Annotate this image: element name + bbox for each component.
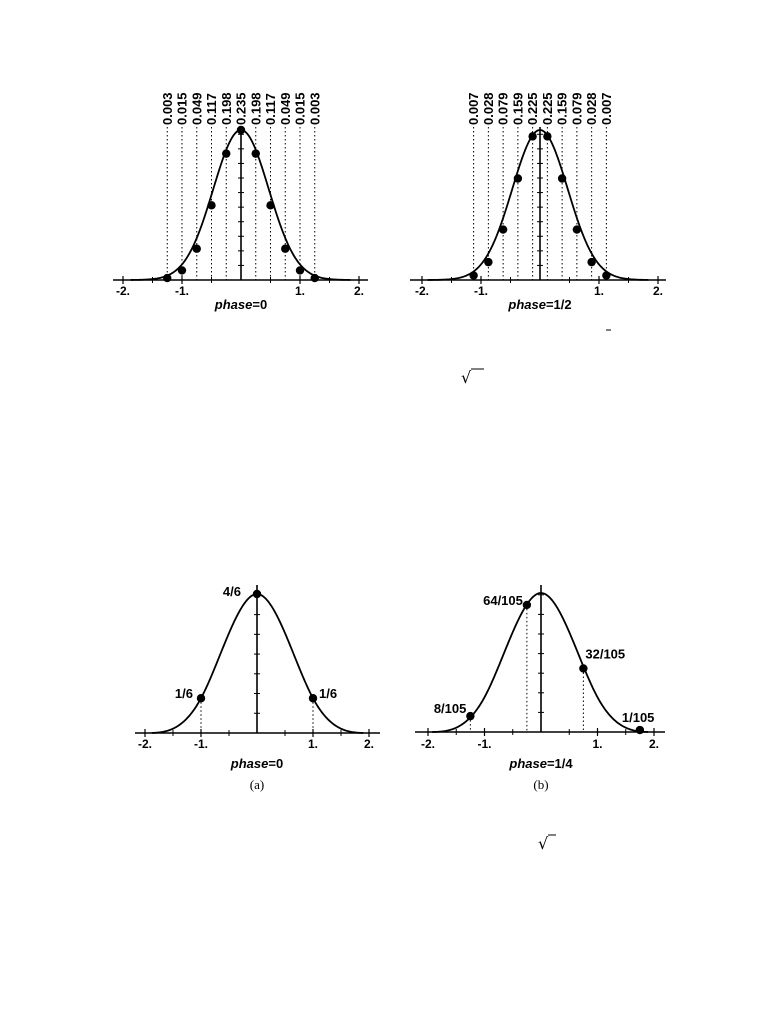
x-tick-label: 1.	[295, 284, 305, 298]
panel-bottom-right: -2. -1. 1. 2. 8/105 64/105 32/105 1/105 phase=1/…	[415, 585, 665, 792]
data-point	[207, 201, 216, 210]
phase-caption: phase=0	[214, 297, 267, 312]
value-label: 0.235	[234, 92, 249, 125]
data-point	[310, 273, 319, 283]
value-label: 0.049	[278, 92, 293, 125]
value-label: 0.049	[189, 92, 204, 125]
data-point	[484, 257, 493, 267]
value-label: 8/105	[434, 701, 467, 716]
data-point	[587, 257, 596, 267]
curve-line	[427, 129, 649, 281]
data-point	[177, 266, 187, 275]
data-point	[196, 694, 206, 703]
x-tick-label: -2.	[116, 284, 130, 298]
sqrt-glyph: √	[461, 368, 472, 387]
data-point	[528, 132, 537, 141]
phase-caption-word: phase	[507, 297, 546, 312]
x-tick-label: -1.	[175, 284, 189, 298]
panel-top-left: -2. -1. 1. 2.0.003 0.015 0.049 0.117 0.198 0.235…	[113, 92, 368, 312]
data-point	[308, 694, 318, 703]
value-label: 0.198	[219, 92, 234, 125]
data-point	[163, 273, 172, 283]
x-tick-label: -2.	[138, 737, 152, 751]
x-tick-label: 1.	[594, 284, 604, 298]
sqrt-symbol-bottom: √	[538, 834, 556, 853]
phase-caption-word: phase	[508, 756, 547, 771]
value-label: 0.159	[510, 92, 525, 125]
data-point	[513, 174, 523, 183]
value-label: 0.079	[496, 92, 511, 125]
data-point	[498, 225, 508, 234]
data-point	[252, 589, 262, 599]
curve-line	[431, 592, 649, 733]
phase-caption-value: =0	[252, 297, 267, 312]
value-label: 0.003	[160, 92, 175, 125]
value-label: 0.003	[307, 92, 322, 125]
value-label: 64/105	[483, 593, 523, 608]
x-tick-label: -2.	[421, 737, 435, 751]
value-label: 0.225	[525, 92, 540, 125]
phase-caption-word: phase	[214, 297, 253, 312]
x-tick-label: 2.	[364, 737, 374, 751]
value-label: 0.117	[263, 93, 278, 125]
value-label: 0.079	[569, 92, 584, 125]
data-point	[543, 132, 552, 141]
x-tick-label: 1.	[592, 737, 602, 751]
phase-caption-value: =1/2	[546, 297, 572, 312]
data-point	[266, 201, 275, 210]
data-point	[295, 266, 305, 275]
data-point	[192, 244, 201, 253]
data-point	[602, 271, 611, 280]
value-label: 0.007	[599, 92, 614, 125]
value-label: 0.015	[293, 92, 308, 125]
value-label: 0.028	[584, 92, 599, 125]
value-label: 32/105	[585, 646, 625, 661]
phase-caption: phase=1/4	[508, 756, 573, 771]
phase-caption: phase=1/2	[507, 297, 571, 312]
phase-caption-word: phase	[230, 756, 269, 771]
x-tick-label: 2.	[354, 284, 364, 298]
phase-caption: phase=0	[230, 756, 283, 771]
data-point	[469, 271, 478, 280]
phase-caption-value: =1/4	[547, 756, 573, 771]
x-tick-label: -1.	[477, 737, 491, 751]
value-label: 0.007	[466, 92, 481, 125]
data-point	[635, 725, 645, 735]
data-point	[281, 244, 290, 253]
x-tick-label: -1.	[474, 284, 488, 298]
value-label: 0.117	[204, 93, 219, 125]
data-point	[579, 664, 588, 673]
x-tick-label: 2.	[649, 737, 659, 751]
value-label: 0.028	[481, 92, 496, 125]
data-point	[236, 125, 246, 135]
data-point	[251, 149, 260, 158]
phase-caption-value: =0	[268, 756, 283, 771]
data-point	[466, 711, 475, 721]
value-label: 0.198	[248, 92, 263, 125]
panel-sublabel: (b)	[533, 777, 548, 792]
value-label: 0.015	[175, 92, 190, 125]
x-tick-label: -2.	[415, 284, 429, 298]
sqrt-glyph: √	[538, 834, 549, 853]
value-label: 1/6	[319, 686, 337, 701]
data-point	[522, 600, 532, 610]
value-label: 1/105	[622, 710, 655, 725]
x-tick-label: -1.	[194, 737, 208, 751]
x-tick-label: 1.	[308, 737, 318, 751]
value-label: 1/6	[175, 686, 193, 701]
value-label: 0.159	[555, 92, 570, 125]
value-label: 0.225	[540, 92, 555, 125]
panel-bottom-left: -2. -1. 1. 2. 1/6 4/6 1/6 phase=0 (a)	[135, 584, 380, 792]
sqrt-symbol-top: √	[461, 368, 484, 387]
value-label: 4/6	[223, 584, 241, 599]
data-point	[572, 225, 582, 234]
panel-sublabel: (a)	[250, 777, 264, 792]
data-point	[557, 174, 567, 183]
data-point	[222, 149, 231, 158]
panel-top-right: -2. -1. 1. 2.0.007 0.028 0.079 0.159 0.225 0.225…	[410, 92, 666, 312]
x-tick-label: 2.	[653, 284, 663, 298]
